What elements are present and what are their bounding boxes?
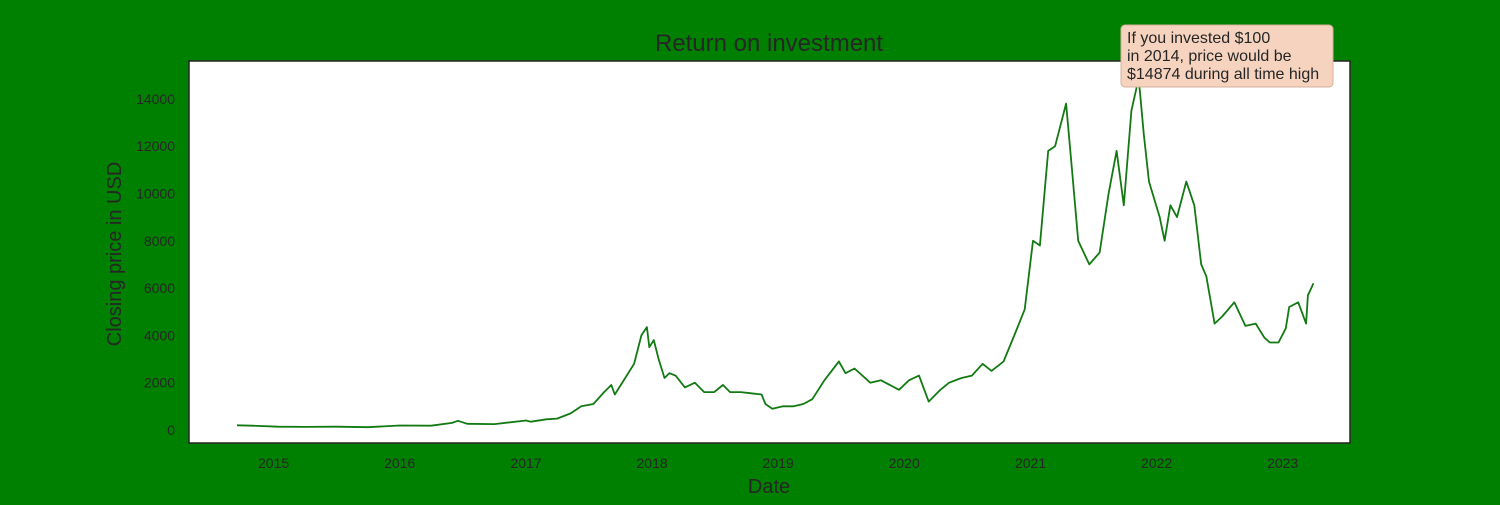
annotation-line-2: in 2014, price would be (1127, 48, 1292, 65)
x-tick-label: 2023 (1267, 455, 1298, 471)
x-axis-label: Date (748, 476, 790, 498)
annotation-line-3: $14874 during all time high (1127, 66, 1319, 83)
x-tick-label: 2015 (258, 455, 289, 471)
y-tick-label: 8000 (144, 233, 175, 249)
annotation-box (1120, 24, 1334, 88)
x-tick-label: 2016 (384, 455, 415, 471)
x-tick-label: 2019 (763, 455, 794, 471)
y-axis-ticks: 0 2000 4000 6000 8000 10000 12000 14000 (136, 91, 175, 438)
x-tick-label: 2022 (1141, 455, 1172, 471)
all-time-high-annotation: If you invested $100 in 2014, price woul… (1120, 24, 1334, 88)
y-tick-label: 2000 (144, 375, 175, 391)
x-tick-label: 2021 (1015, 455, 1046, 471)
x-tick-label: 2017 (510, 455, 541, 471)
x-tick-label: 2018 (637, 455, 668, 471)
y-tick-label: 14000 (136, 91, 175, 107)
y-axis-label: Closing price in USD (104, 162, 126, 347)
plot-area (188, 60, 1351, 444)
y-tick-label: 4000 (144, 327, 175, 343)
chart-title: Return on investment (655, 30, 883, 57)
y-tick-label: 6000 (144, 280, 175, 296)
annotation-line-1: If you invested $100 (1127, 30, 1270, 47)
price-line (236, 77, 1315, 429)
x-axis-ticks: 2015 2016 2017 2018 2019 2020 2021 2022 2023 (258, 455, 1298, 471)
x-tick-label: 2020 (889, 455, 920, 471)
y-tick-label: 10000 (136, 185, 175, 201)
y-tick-label: 0 (167, 422, 175, 438)
y-tick-label: 12000 (136, 138, 175, 154)
